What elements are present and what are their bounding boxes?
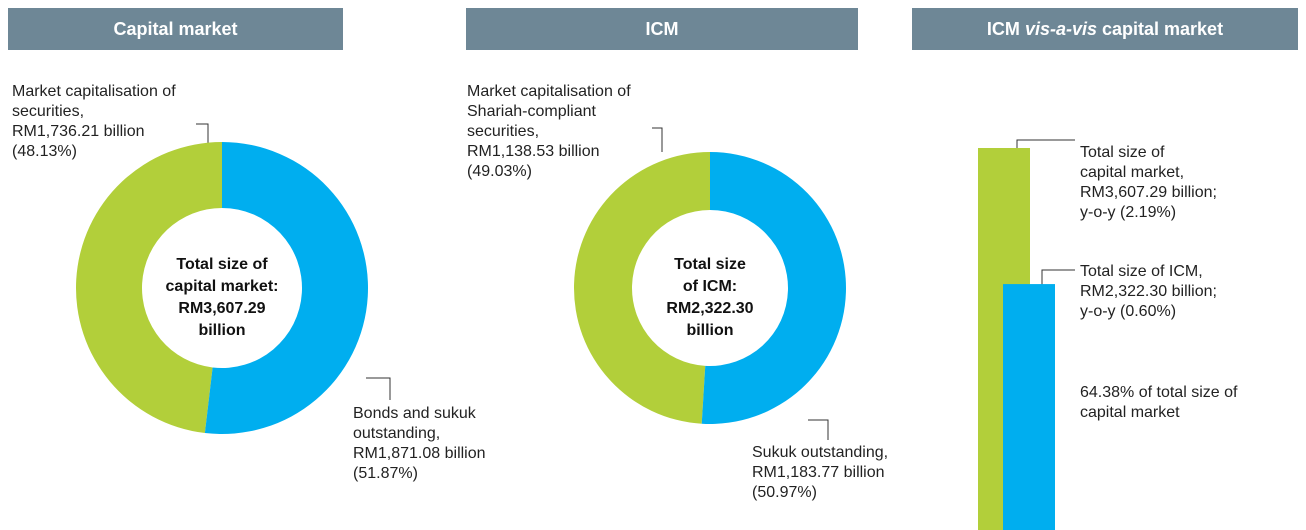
leader-lines [196, 123, 1075, 440]
bar-label: Total size of capital market, RM3,607.29… [1080, 143, 1217, 223]
donut-slice [204, 142, 369, 435]
center-label: RM3,607.29 [178, 300, 265, 317]
slice-label: Sukuk outstanding, RM1,183.77 billion (5… [752, 443, 952, 503]
center-label: Total size [674, 256, 746, 273]
category: Bonds and sukuk outstanding, [353, 405, 476, 442]
slice-label: Bonds and sukuk outstanding, RM1,871.08 … [353, 404, 493, 484]
yoy-label: y-o-y (2.19%) [1080, 204, 1177, 221]
title-part: capital market [1102, 18, 1224, 39]
annotation: 64.38% of total size of capital market [1080, 384, 1238, 421]
center-label: billion [198, 322, 245, 339]
slice-label: Market capitalisation of securities, RM1… [12, 82, 177, 162]
amount: RM1,871.08 billion [353, 445, 486, 462]
value-label: (51.87%) [353, 465, 418, 482]
value-label: RM2,322.30 billion; [1080, 283, 1217, 300]
value-label: (49.03%) [467, 163, 532, 180]
center-label: capital market: [166, 278, 279, 295]
category: Total size of ICM, [1080, 263, 1203, 280]
leader-line [1041, 269, 1075, 286]
leader-line [366, 377, 391, 400]
center-label: RM2,322.30 [666, 300, 753, 317]
donut-slice [76, 142, 222, 433]
center-label: Total size of [176, 256, 268, 273]
center-label: of ICM: [683, 278, 737, 295]
title-part: ICM [986, 18, 1020, 39]
panel-header: Capital market [8, 8, 343, 50]
category: Sukuk outstanding, [752, 444, 889, 461]
category: Market capitalisation of securities, [12, 83, 176, 120]
yoy-label: y-o-y (0.60%) [1080, 303, 1177, 320]
amount: RM1,138.53 billion [467, 143, 600, 160]
title-part: vis-a-vis [1024, 18, 1097, 39]
donut-slice [574, 152, 710, 424]
amount: RM1,736.21 billion [12, 123, 145, 140]
center-label: billion [686, 322, 733, 339]
leader-line [652, 127, 663, 152]
slice-label: Market capitalisation of Shariah-complia… [467, 82, 632, 182]
bar [1003, 284, 1055, 530]
value-label: (50.97%) [752, 484, 817, 501]
bar-label: Total size of ICM, RM2,322.30 billion; y… [1080, 262, 1280, 322]
leader-line [1016, 139, 1075, 150]
donut-slice [701, 152, 847, 424]
panel-header: ICM vis-a-vis capital market [912, 8, 1298, 50]
category: Total size of capital market, [1080, 144, 1185, 181]
category: Market capitalisation of Shariah-complia… [467, 83, 631, 140]
value-label: (48.13%) [12, 143, 77, 160]
panel-header: ICM [466, 8, 858, 50]
leader-line [808, 419, 829, 440]
value-label: RM3,607.29 billion; [1080, 184, 1217, 201]
amount: RM1,183.77 billion [752, 464, 885, 481]
leader-line [196, 123, 209, 152]
